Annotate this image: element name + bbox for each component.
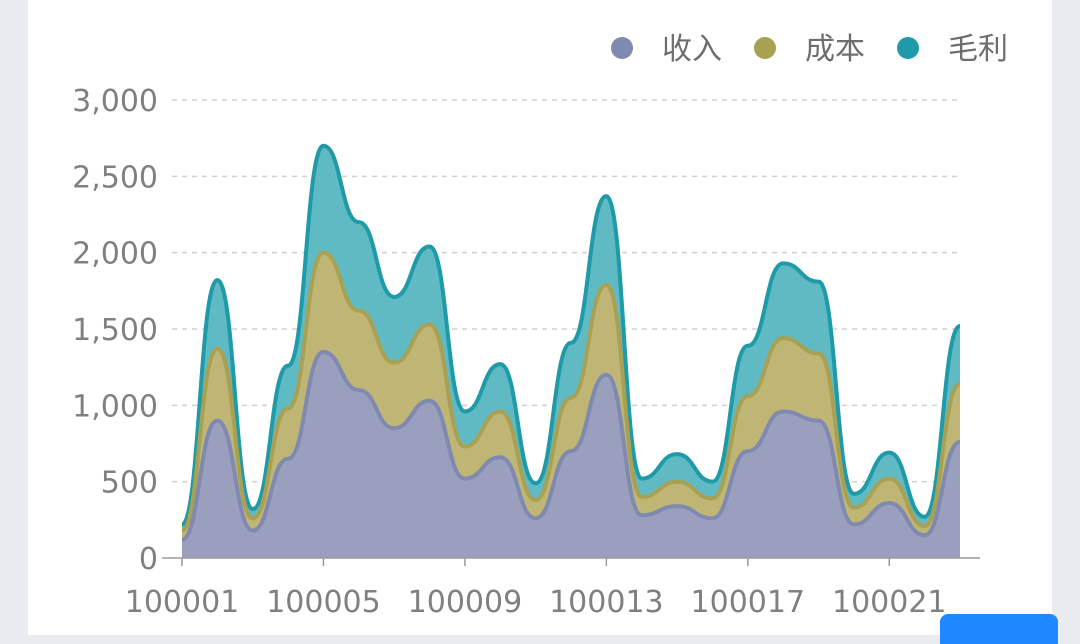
x-tick-label: 100005 — [266, 585, 381, 620]
y-tick-label: 2,500 — [72, 160, 158, 195]
x-tick-label: 100017 — [691, 585, 806, 620]
legend-label-收入[interactable]: 收入 — [662, 32, 722, 67]
x-tick-label: 100013 — [549, 585, 664, 620]
y-tick-label: 2,000 — [72, 237, 158, 272]
series-line-收入 — [181, 349, 961, 542]
x-tick-label: 100001 — [125, 585, 240, 620]
area-毛利 — [182, 145, 960, 531]
y-tick-label: 1,000 — [72, 389, 158, 424]
legend-label-成本[interactable]: 成本 — [805, 32, 865, 67]
area-收入 — [182, 351, 960, 558]
area-成本 — [182, 252, 960, 540]
chart-card: 0 500 1,000 1,500 2,000 2,500 3,000 100001 10000… — [28, 0, 1058, 644]
y-tick-label: 500 — [101, 466, 158, 501]
legend-marker-收入[interactable] — [611, 37, 633, 59]
action-button[interactable] — [940, 614, 1058, 644]
series-line-成本 — [180, 250, 961, 533]
y-tick-label: 1,500 — [72, 313, 158, 348]
x-tick-label: 100009 — [408, 585, 523, 620]
series-line-毛利 — [180, 143, 962, 527]
legend: 收入 成本 毛利 — [611, 32, 1008, 67]
legend-label-毛利[interactable]: 毛利 — [948, 32, 1008, 67]
legend-marker-成本[interactable] — [754, 37, 776, 59]
stacked-area-chart: 0 500 1,000 1,500 2,000 2,500 3,000 100001 10000… — [72, 32, 1008, 620]
legend-marker-毛利[interactable] — [897, 37, 919, 59]
area-series-layer — [180, 143, 962, 558]
axes: 0 500 1,000 1,500 2,000 2,500 3,000 100001 10000… — [72, 84, 980, 620]
y-tick-label: 0 — [139, 542, 158, 577]
x-tick-label: 100021 — [832, 585, 947, 620]
y-tick-label: 3,000 — [72, 84, 158, 119]
